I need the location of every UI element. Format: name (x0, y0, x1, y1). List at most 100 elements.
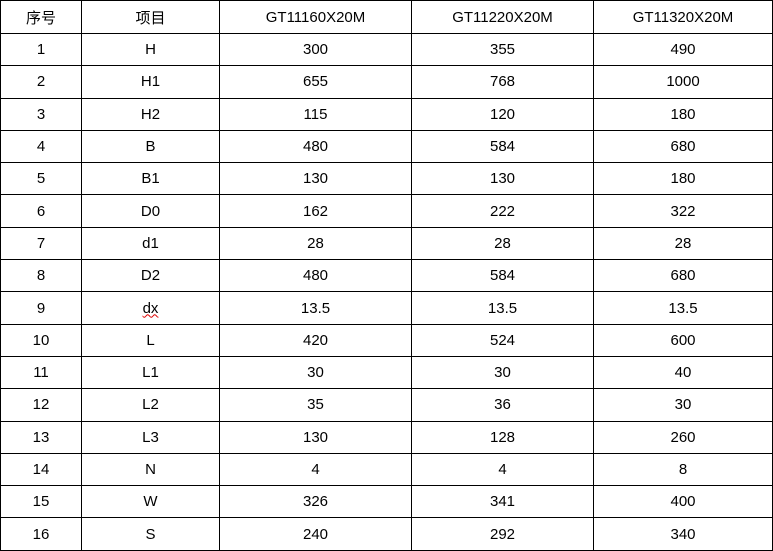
table-cell: 8 (0, 259, 82, 293)
table-cell: 14 (0, 452, 82, 487)
table-cell: 128 (411, 420, 594, 454)
table-cell: 28 (593, 226, 773, 261)
table-cell: 12 (0, 388, 82, 422)
table-cell: B1 (81, 162, 220, 196)
table-cell: 240 (219, 517, 412, 551)
table-row: 10 L 420 524 600 (0, 323, 773, 357)
table-cell: 1000 (593, 65, 773, 99)
header-cell: GT11220X20M (411, 0, 594, 34)
table-cell: L3 (81, 420, 220, 454)
table-cell: S (81, 517, 220, 551)
table-cell: 130 (411, 162, 594, 196)
table-row: 5 B1 130 130 180 (0, 162, 773, 196)
table-cell: 5 (0, 162, 82, 196)
table-cell: 680 (593, 129, 773, 164)
table-cell: W (81, 485, 220, 519)
table-cell: H2 (81, 97, 220, 131)
table-cell: 300 (219, 32, 412, 67)
table-cell: 9 (0, 291, 82, 325)
table-cell: 1 (0, 32, 82, 67)
table-cell: D0 (81, 194, 220, 228)
table-row: 8 D2 480 584 680 (0, 259, 773, 293)
table-cell: B (81, 129, 220, 164)
table-cell: d1 (81, 226, 220, 261)
table-cell: 2 (0, 65, 82, 99)
table-cell: 3 (0, 97, 82, 131)
table-cell: 292 (411, 517, 594, 551)
header-cell: GT11160X20M (219, 0, 412, 34)
table-cell: 4 (219, 452, 412, 487)
table-cell: D2 (81, 259, 220, 293)
table-cell: 28 (411, 226, 594, 261)
table-cell: 322 (593, 194, 773, 228)
table-cell: 36 (411, 388, 594, 422)
table-cell: L (81, 323, 220, 357)
table-cell: 13.5 (411, 291, 594, 325)
table-cell: L2 (81, 388, 220, 422)
table-cell: 260 (593, 420, 773, 454)
table-cell: 10 (0, 323, 82, 357)
table-cell: 524 (411, 323, 594, 357)
table-row: 13 L3 130 128 260 (0, 420, 773, 454)
table-cell: 490 (593, 32, 773, 67)
table-cell: 7 (0, 226, 82, 261)
table-cell: 16 (0, 517, 82, 551)
table-cell: 600 (593, 323, 773, 357)
table-cell: 13.5 (219, 291, 412, 325)
table-cell: 768 (411, 65, 594, 99)
table-cell: 655 (219, 65, 412, 99)
table-cell: 584 (411, 129, 594, 164)
header-cell: GT11320X20M (593, 0, 773, 34)
table-cell: 222 (411, 194, 594, 228)
header-row: 序号 项目 GT11160X20M GT11220X20M GT11320X20… (0, 0, 773, 34)
table-cell: 130 (219, 420, 412, 454)
table-cell: 326 (219, 485, 412, 519)
table-cell: 584 (411, 259, 594, 293)
table-cell: H (81, 32, 220, 67)
table-cell: 115 (219, 97, 412, 131)
table-cell: 355 (411, 32, 594, 67)
table-cell: dx (81, 291, 220, 325)
table-row: 4 B 480 584 680 (0, 129, 773, 164)
table-cell: 420 (219, 323, 412, 357)
table-cell: H1 (81, 65, 220, 99)
table-cell: L1 (81, 355, 220, 390)
table-cell: 15 (0, 485, 82, 519)
header-cell: 项目 (81, 0, 220, 34)
table-row: 16 S 240 292 340 (0, 517, 773, 551)
table-row: 14 N 4 4 8 (0, 452, 773, 487)
table-cell: 162 (219, 194, 412, 228)
table-row: 9 dx 13.5 13.5 13.5 (0, 291, 773, 325)
table-cell: 120 (411, 97, 594, 131)
table-cell: 400 (593, 485, 773, 519)
table-cell: 35 (219, 388, 412, 422)
table-row: 2 H1 655 768 1000 (0, 65, 773, 99)
table-row: 7 d1 28 28 28 (0, 226, 773, 261)
table-cell: 13 (0, 420, 82, 454)
table-cell: 30 (593, 388, 773, 422)
table-cell: 480 (219, 259, 412, 293)
table-row: 15 W 326 341 400 (0, 485, 773, 519)
table-row: 6 D0 162 222 322 (0, 194, 773, 228)
table-row: 12 L2 35 36 30 (0, 388, 773, 422)
table-cell: 340 (593, 517, 773, 551)
table-cell: 8 (593, 452, 773, 487)
table-cell: 680 (593, 259, 773, 293)
table-cell: 480 (219, 129, 412, 164)
table-cell: 180 (593, 97, 773, 131)
table-row: 1 H 300 355 490 (0, 32, 773, 67)
table-cell: N (81, 452, 220, 487)
table-row: 11 L1 30 30 40 (0, 355, 773, 390)
table-cell: 180 (593, 162, 773, 196)
table-cell: 30 (411, 355, 594, 390)
table-cell: 28 (219, 226, 412, 261)
table-cell: 40 (593, 355, 773, 390)
header-cell: 序号 (0, 0, 82, 34)
table-cell: 4 (411, 452, 594, 487)
table-cell: 11 (0, 355, 82, 390)
table-cell: 4 (0, 129, 82, 164)
table-cell: 130 (219, 162, 412, 196)
table-cell: 30 (219, 355, 412, 390)
table-cell: 13.5 (593, 291, 773, 325)
